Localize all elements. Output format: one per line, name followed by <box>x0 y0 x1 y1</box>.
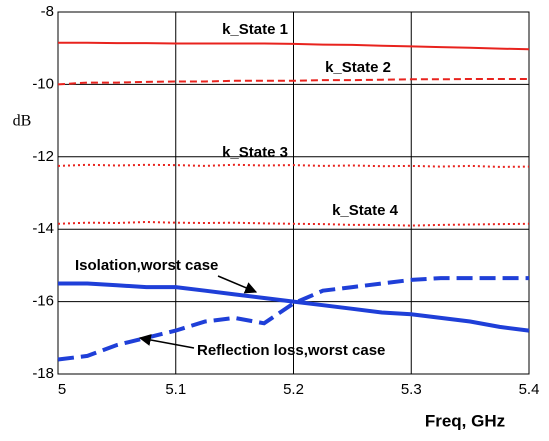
series-line <box>57 78 529 86</box>
annotation: Isolation,worst case <box>75 257 218 274</box>
series-label: k_State 4 <box>332 202 399 219</box>
x-tick-label: 5.3 <box>401 381 422 398</box>
y-axis-label: dB <box>13 113 32 130</box>
series-label: k_State 1 <box>222 21 288 38</box>
y-tick-label: -14 <box>32 220 54 237</box>
series-line <box>58 41 530 51</box>
x-tick-label: 5.4 <box>519 381 540 398</box>
y-tick-label: -8 <box>41 3 54 20</box>
y-tick-label: -12 <box>32 148 54 165</box>
y-tick-label: -10 <box>32 75 54 92</box>
x-tick-label: 5.1 <box>165 381 186 398</box>
y-tick-label: -16 <box>32 293 54 310</box>
x-axis-label: Freq, GHz <box>425 411 505 430</box>
series-line <box>57 220 530 227</box>
series-label: k_State 2 <box>325 59 391 76</box>
x-tick-label: 5.2 <box>283 381 304 398</box>
annotation-arrow <box>138 334 195 349</box>
series-label: k_State 3 <box>222 144 288 161</box>
y-tick-label: -18 <box>32 365 54 382</box>
series-line <box>57 276 529 362</box>
annotation: Reflection loss,worst case <box>197 342 385 359</box>
series-line <box>58 281 530 333</box>
series-line <box>57 163 530 168</box>
annotation-arrow <box>217 275 258 294</box>
x-tick-label: 5 <box>58 381 66 398</box>
